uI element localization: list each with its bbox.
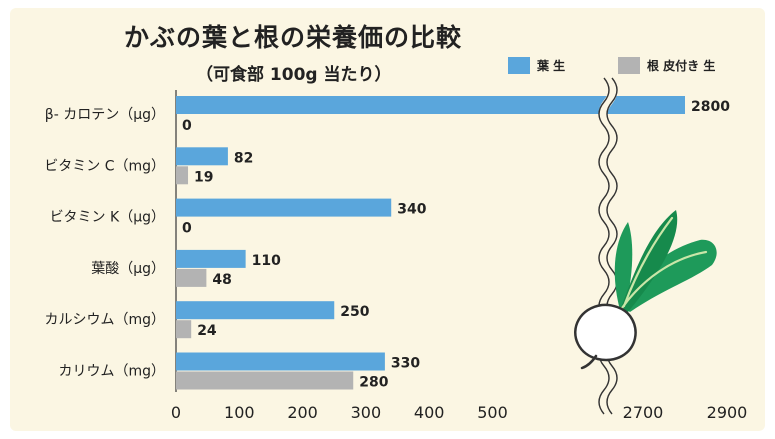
chart-background: [10, 8, 765, 431]
data-label: 2800: [691, 99, 730, 115]
category-label: カリウム（mg）: [58, 364, 165, 380]
chart-subtitle: （可食部 100g 当たり）: [196, 65, 392, 85]
legend-label-root: 根 皮付き 生: [647, 58, 716, 73]
category-label: β- カロテン（μg）: [45, 107, 165, 123]
x-tick-label: 100: [224, 403, 255, 422]
bar-leaf: [176, 198, 392, 217]
bar-leaf: [176, 96, 685, 114]
bar-leaf: [176, 147, 228, 166]
category-label: ビタミン K（μg）: [50, 210, 165, 226]
data-label: 0: [182, 221, 192, 237]
turnip-leaf-mid: [620, 210, 678, 312]
turnip-illustration: [574, 210, 717, 370]
x-tick-label: 0: [171, 403, 181, 422]
legend-item-root: 根 皮付き 生: [618, 56, 715, 74]
legend-swatch-leaf: [508, 56, 530, 74]
turnip-leaf-back: [614, 222, 633, 310]
data-label: 330: [391, 356, 420, 372]
legend-swatch-root: [618, 56, 640, 74]
bar-leaf: [176, 249, 246, 268]
turnip-root: [574, 303, 637, 362]
data-label: 19: [194, 169, 213, 185]
turnip-leaf-right: [624, 239, 717, 312]
bar-root: [176, 371, 354, 390]
bar-root: [176, 320, 192, 339]
category-label: ビタミン C（mg）: [44, 158, 165, 174]
data-label: 280: [359, 375, 388, 391]
chart-title: かぶの葉と根の栄養価の比較: [124, 23, 463, 52]
data-label: 110: [252, 253, 281, 269]
x-tick-label: 400: [414, 403, 445, 422]
turnip-leaf-vein: [620, 216, 708, 310]
legend-label-leaf: 葉 生: [537, 58, 566, 73]
bar-leaf: [176, 301, 335, 320]
data-label: 0: [182, 118, 192, 134]
bar-root: [176, 268, 207, 287]
bar-leaf: [176, 352, 385, 371]
bar-root: [176, 166, 189, 185]
turnip-tail: [580, 354, 598, 370]
category-label: 葉酸（μg）: [91, 261, 165, 277]
x-tick-label: 500: [477, 403, 508, 422]
x-tick-label: 300: [351, 403, 382, 422]
data-label: 48: [212, 272, 231, 288]
data-label: 340: [397, 202, 426, 218]
data-label: 250: [340, 304, 369, 320]
data-label: 82: [234, 150, 253, 166]
x-tick-label: 2700: [623, 403, 664, 422]
x-tick-label: 2900: [707, 403, 748, 422]
category-label: カルシウム（mg）: [44, 312, 165, 328]
legend-item-leaf: 葉 生: [508, 56, 565, 74]
x-tick-label: 200: [287, 403, 318, 422]
data-label: 24: [197, 323, 217, 339]
